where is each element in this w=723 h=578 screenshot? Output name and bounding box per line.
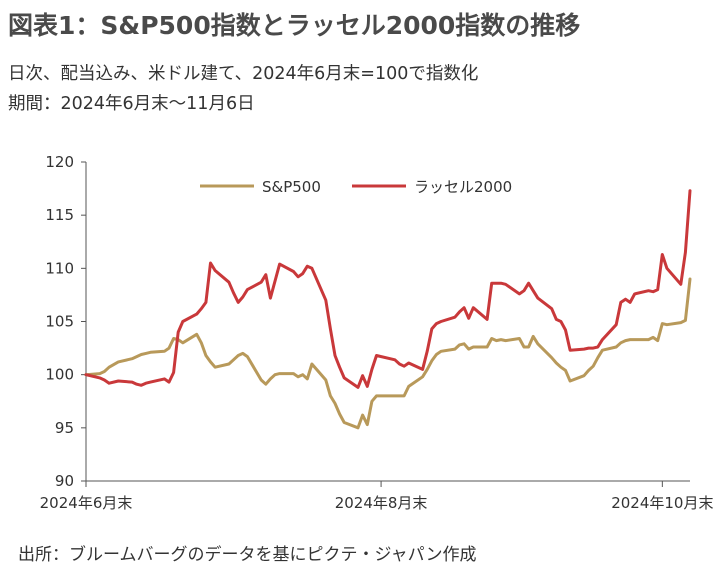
sp500-line (84, 277, 692, 430)
legend-label: S&P500 (262, 178, 321, 196)
y-tick-label: 120 (45, 153, 74, 171)
source-note: 出所：ブルームバーグのデータを基にピクテ・ジャパン作成 (18, 545, 477, 565)
x-tick-label: 2024年10月末 (611, 494, 713, 512)
russell2000-line (84, 189, 692, 389)
y-tick-label: 110 (45, 259, 74, 277)
y-tick-label: 90 (55, 472, 74, 490)
x-tick-label: 2024年6月末 (40, 494, 133, 512)
legend-label: ラッセル2000 (414, 178, 512, 196)
chart-period: 期間：2024年6月末～11月6日 (8, 94, 255, 114)
chart-subtitle: 日次、配当込み、米ドル建て、2024年6月末=100で指数化 (8, 64, 479, 84)
y-tick-label: 100 (45, 366, 74, 384)
y-tick-label: 115 (45, 206, 74, 224)
y-tick-label: 105 (45, 313, 74, 331)
y-tick-label: 95 (55, 419, 74, 437)
chart-title: 図表1：S&P500指数とラッセル2000指数の推移 (8, 11, 581, 40)
x-tick-label: 2024年8月末 (335, 494, 428, 512)
